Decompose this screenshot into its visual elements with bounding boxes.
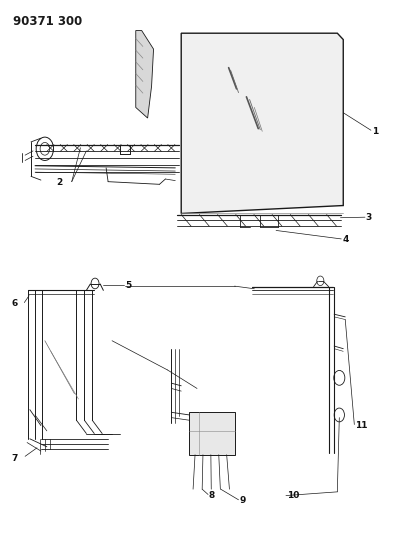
Text: 3: 3	[366, 213, 372, 222]
Polygon shape	[189, 413, 234, 455]
Text: 11: 11	[355, 421, 368, 430]
Polygon shape	[136, 30, 154, 118]
Text: 5: 5	[125, 280, 131, 289]
Text: 90371 300: 90371 300	[13, 14, 82, 28]
Text: 1: 1	[372, 127, 378, 136]
Text: 4: 4	[342, 236, 348, 245]
Text: 2: 2	[57, 178, 62, 187]
Polygon shape	[181, 33, 343, 214]
Text: 8: 8	[209, 491, 215, 500]
Text: 10: 10	[287, 491, 300, 500]
Text: 9: 9	[240, 496, 246, 505]
Text: 6: 6	[12, 299, 18, 308]
Text: 7: 7	[11, 454, 18, 463]
